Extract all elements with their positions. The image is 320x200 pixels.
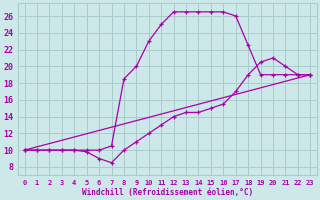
- X-axis label: Windchill (Refroidissement éolien,°C): Windchill (Refroidissement éolien,°C): [82, 188, 253, 197]
